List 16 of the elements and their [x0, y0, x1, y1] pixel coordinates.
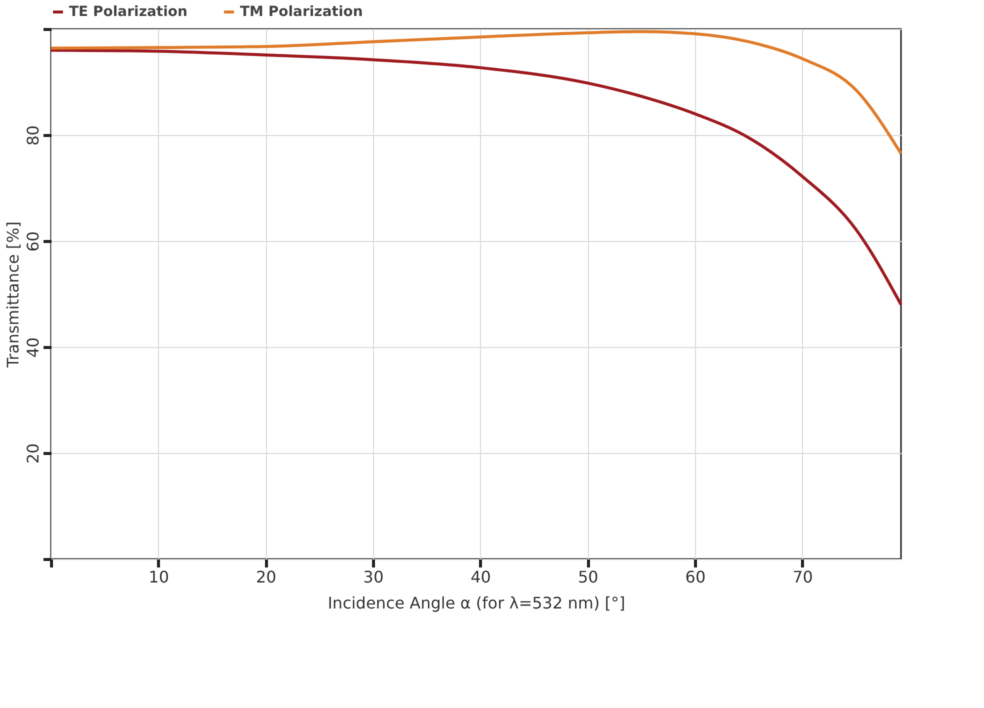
y-tick-label: 40 — [24, 337, 42, 358]
x-tick-label: 40 — [470, 568, 491, 586]
line-series — [50, 48, 902, 306]
x-tick-label: 20 — [256, 568, 276, 586]
y-tick-label: 20 — [24, 443, 42, 464]
legend-label: TE Polarization — [69, 4, 188, 20]
y-tick-label: 80 — [24, 125, 42, 146]
x-tick-label: 70 — [792, 568, 813, 586]
x-tick-label: 10 — [148, 568, 170, 586]
legend-label: TM Polarization — [240, 4, 363, 20]
x-axis-title: Incidence Angle α (for λ=532 nm) [°] — [328, 594, 626, 612]
y-axis-title: Transmittance [%] — [4, 221, 22, 369]
y-tick-label: 60 — [24, 231, 42, 252]
x-tick-label: 30 — [363, 568, 384, 586]
x-tick-label: 50 — [578, 568, 598, 586]
x-tick-label: 60 — [685, 568, 706, 586]
